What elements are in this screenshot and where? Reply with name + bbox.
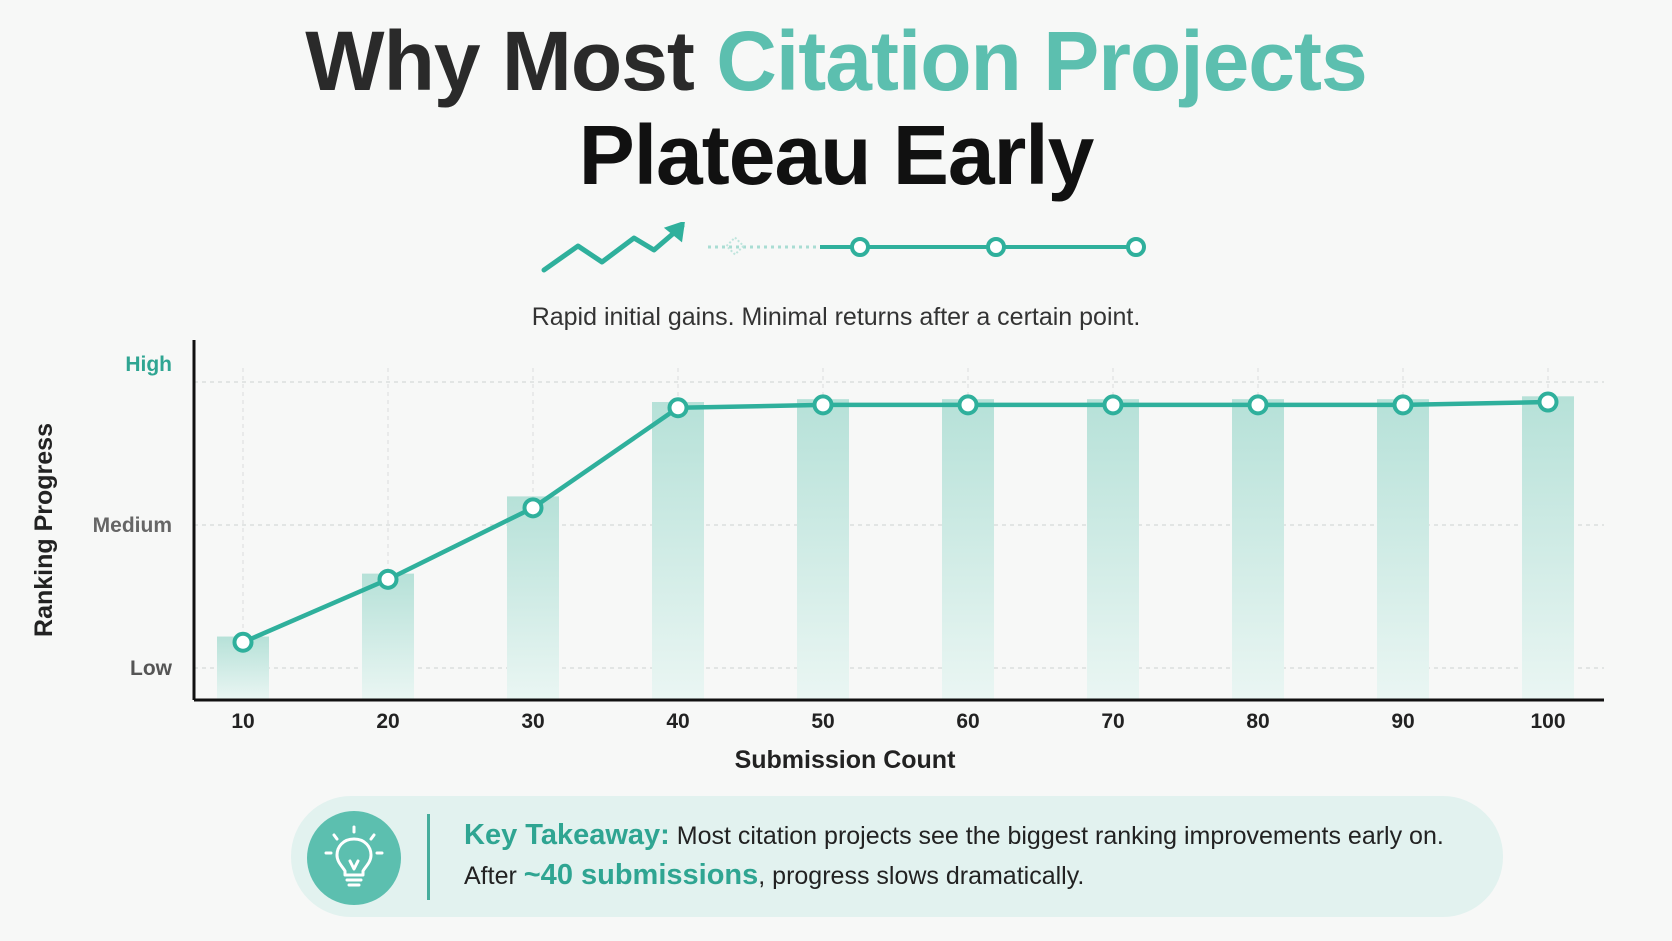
chart: 10 20 30 40 50 60 70 80 90 100 Low Medium High Submis…	[30, 340, 1604, 774]
divider	[427, 814, 430, 900]
x-tick-label: 100	[1530, 710, 1565, 733]
x-tick-label: 70	[1101, 710, 1124, 733]
title-line-1: Why Most Citation Projects	[0, 14, 1672, 108]
lightbulb-icon	[307, 811, 401, 905]
takeaway-highlight: ~40 submissions	[523, 859, 759, 891]
x-tick-label: 90	[1391, 710, 1414, 733]
bar	[1522, 396, 1574, 700]
bar	[507, 496, 559, 700]
trend-up-then-flat-icon	[541, 222, 1090, 273]
data-point	[1247, 394, 1269, 416]
bar	[1232, 399, 1284, 700]
bar	[362, 573, 414, 700]
data-point	[812, 394, 834, 416]
data-point	[1392, 394, 1414, 416]
grid	[194, 368, 1604, 700]
title-part-1: Why Most	[305, 14, 717, 108]
bar	[652, 402, 704, 700]
bar	[797, 399, 849, 700]
data-point	[1537, 391, 1559, 413]
bar	[1377, 399, 1429, 700]
x-axis-title: Submission Count	[735, 746, 957, 774]
x-tick-label: 80	[1246, 710, 1269, 733]
y-tick-label: High	[125, 353, 172, 376]
takeaway-label: Key Takeaway:	[464, 819, 670, 851]
takeaway-text-2: , progress slows dramatically.	[758, 862, 1085, 890]
axis-labels: 10 20 30 40 50 60 70 80 90 100 Low Medium High Submis…	[30, 353, 1566, 774]
data-point	[232, 631, 254, 653]
subtitle: Rapid initial gains. Minimal returns aft…	[531, 303, 1141, 331]
bars	[217, 396, 1574, 700]
chart-title: Why Most Citation Projects Plateau Early	[0, 14, 1672, 202]
y-tick-label: Low	[130, 657, 173, 680]
data-point	[522, 497, 544, 519]
x-tick-label: 30	[521, 710, 544, 733]
axes	[192, 340, 1604, 702]
x-tick-label: 20	[376, 710, 399, 733]
y-tick-label: Medium	[93, 514, 172, 537]
key-takeaway-box: Key Takeaway: Most citation projects see…	[291, 796, 1503, 917]
x-tick-label: 50	[811, 710, 834, 733]
endpoint-marker-icon	[1090, 237, 1146, 257]
trend-line	[232, 391, 1559, 653]
title-line-2: Plateau Early	[578, 108, 1095, 202]
title-part-2: Citation Projects	[716, 14, 1367, 108]
data-point	[957, 394, 979, 416]
bar	[942, 399, 994, 700]
trend-line-path	[242, 399, 1549, 645]
y-axis-title: Ranking Progress	[30, 423, 58, 637]
data-point	[667, 397, 689, 419]
x-tick-label: 10	[231, 710, 254, 733]
x-tick-label: 60	[956, 710, 979, 733]
x-tick-label: 40	[666, 710, 689, 733]
data-point	[377, 568, 399, 590]
takeaway-text-1: Most citation projects see the biggest r…	[464, 822, 1444, 890]
bar	[1087, 399, 1139, 700]
data-point	[1102, 394, 1124, 416]
takeaway-text: Key Takeaway: Most citation projects see…	[464, 816, 1474, 896]
